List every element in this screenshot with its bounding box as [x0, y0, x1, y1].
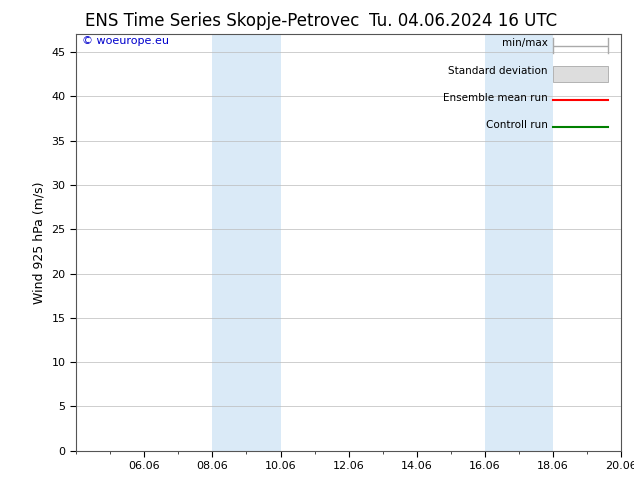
Text: © woeurope.eu: © woeurope.eu	[82, 36, 169, 47]
Text: Tu. 04.06.2024 16 UTC: Tu. 04.06.2024 16 UTC	[369, 12, 557, 30]
Text: Ensemble mean run: Ensemble mean run	[443, 93, 548, 102]
Text: Controll run: Controll run	[486, 120, 548, 130]
Bar	[553, 66, 607, 82]
Text: min/max: min/max	[502, 38, 548, 49]
Text: Standard deviation: Standard deviation	[448, 66, 548, 75]
Bar	[212, 34, 280, 451]
Y-axis label: Wind 925 hPa (m/s): Wind 925 hPa (m/s)	[33, 181, 46, 304]
Text: ENS Time Series Skopje-Petrovec: ENS Time Series Skopje-Petrovec	[85, 12, 359, 30]
Bar	[485, 34, 553, 451]
